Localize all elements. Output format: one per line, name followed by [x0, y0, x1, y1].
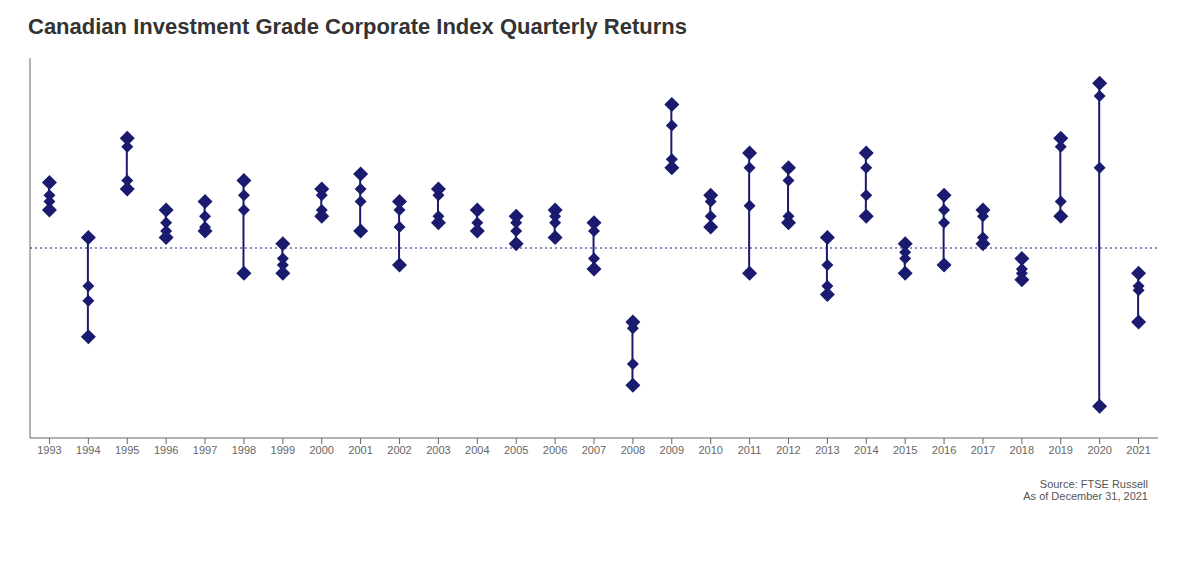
svg-text:2018: 2018	[1010, 444, 1034, 456]
html-text:Source: FTSE Russell: Source: FTSE Russell	[1039, 478, 1148, 490]
svg-text:2006: 2006	[543, 444, 567, 456]
svg-text:2016: 2016	[932, 444, 956, 456]
svg-text:2017: 2017	[971, 444, 995, 456]
svg-text:2011: 2011	[738, 444, 762, 456]
html-text:As of December 31, 2021: As of December 31, 2021	[1023, 490, 1148, 502]
svg-text:2020: 2020	[1087, 444, 1111, 456]
svg-text:1999: 1999	[271, 444, 295, 456]
html-text:Canadian Investment Grade Corp: Canadian Investment Grade Corporate Inde…	[28, 14, 687, 39]
svg-text:1996: 1996	[154, 444, 178, 456]
svg-text:2007: 2007	[582, 444, 606, 456]
svg-text:2013: 2013	[815, 444, 839, 456]
svg-text:1998: 1998	[232, 444, 256, 456]
svg-text:2019: 2019	[1049, 444, 1073, 456]
svg-text:2002: 2002	[387, 444, 411, 456]
svg-text:2021: 2021	[1126, 444, 1150, 456]
svg-text:2010: 2010	[698, 444, 722, 456]
svg-text:1994: 1994	[76, 444, 100, 456]
svg-text:1993: 1993	[37, 444, 61, 456]
svg-text:2014: 2014	[854, 444, 878, 456]
svg-text:2003: 2003	[426, 444, 450, 456]
svg-text:1995: 1995	[115, 444, 139, 456]
svg-text:2000: 2000	[309, 444, 333, 456]
svg-text:2005: 2005	[504, 444, 528, 456]
svg-text:2012: 2012	[776, 444, 800, 456]
svg-text:2001: 2001	[348, 444, 372, 456]
svg-text:2008: 2008	[621, 444, 645, 456]
svg-text:2015: 2015	[893, 444, 917, 456]
svg-text:2009: 2009	[660, 444, 684, 456]
svg-text:2004: 2004	[465, 444, 489, 456]
svg-text:1997: 1997	[193, 444, 217, 456]
